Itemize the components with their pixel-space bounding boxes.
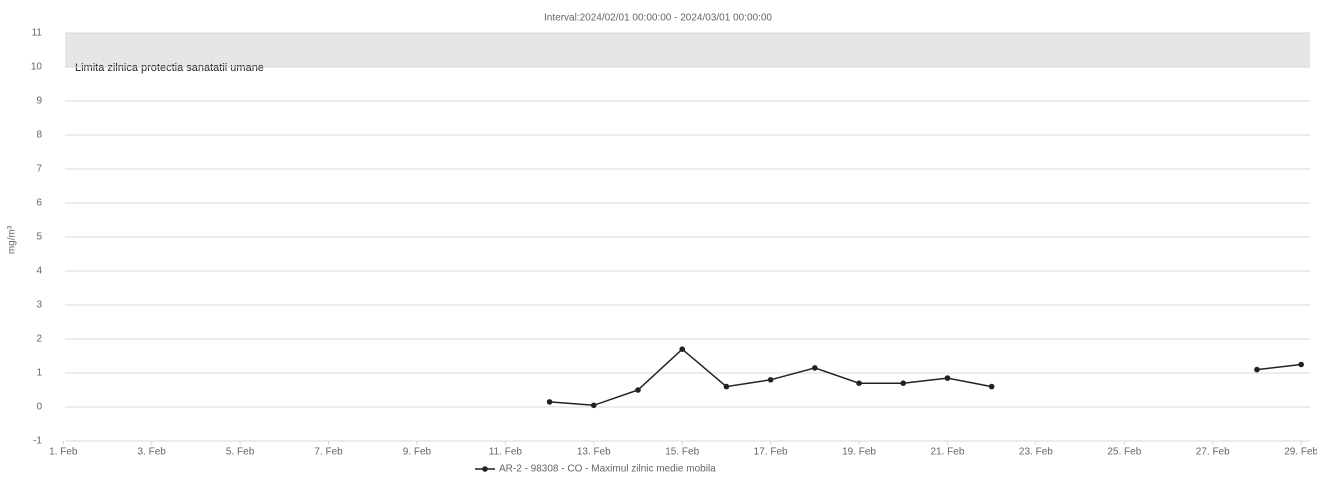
y-tick-label: 10 [31, 62, 43, 73]
chart-title: Interval:2024/02/01 00:00:00 - 2024/03/0… [544, 13, 772, 24]
y-tick-label: 5 [36, 232, 42, 243]
y-tick-label: 4 [36, 266, 42, 277]
x-tick-label: 7. Feb [314, 447, 343, 458]
legend-marker [482, 466, 488, 472]
plot-band [65, 33, 1310, 67]
x-tick-label: 29. Feb [1284, 447, 1317, 458]
y-tick-label: 0 [36, 402, 42, 413]
x-tick-label: 25. Feb [1107, 447, 1141, 458]
x-tick-label: 15. Feb [665, 447, 699, 458]
y-tick-label: 7 [36, 164, 42, 175]
x-tick-label: 1. Feb [49, 447, 78, 458]
y-tick-label: 1 [36, 368, 42, 379]
x-tick-label: 21. Feb [931, 447, 965, 458]
data-point [679, 346, 686, 353]
x-tick-label: 13. Feb [577, 447, 611, 458]
x-tick-label: 9. Feb [403, 447, 432, 458]
x-tick-label: 11. Feb [489, 447, 523, 458]
data-point [723, 383, 730, 390]
plot-band-label: Limita zilnica protectia sanatatii umane [75, 62, 264, 74]
data-point [944, 375, 951, 381]
data-point [635, 387, 641, 393]
y-axis-label: mg/m³ [7, 225, 18, 254]
series-line [549, 348, 1302, 407]
x-tick-label: 27. Feb [1196, 447, 1230, 458]
y-tick-label: 6 [36, 198, 42, 209]
legend-label: AR-2 - 98308 - CO - Maximul zilnic medie… [499, 464, 716, 475]
x-tick-label: 17. Feb [754, 447, 788, 458]
y-tick-label: 11 [32, 28, 43, 39]
data-point [988, 383, 995, 390]
data-point [546, 399, 553, 405]
data-point [812, 365, 818, 371]
data-point [900, 380, 907, 387]
y-tick-label: -1 [33, 436, 42, 447]
data-point [767, 377, 774, 383]
y-tick-label: 2 [36, 334, 42, 345]
y-tick-label: 8 [36, 130, 42, 141]
data-point [590, 402, 597, 409]
x-tick-label: 5. Feb [226, 447, 255, 458]
x-tick-label: 19. Feb [842, 447, 876, 458]
data-point [1298, 361, 1304, 368]
y-tick-label: 9 [36, 96, 42, 107]
data-point [1254, 366, 1260, 373]
x-tick-label: 3. Feb [138, 447, 167, 458]
data-point [856, 380, 862, 387]
y-tick-label: 3 [36, 300, 42, 311]
x-tick-label: 23. Feb [1019, 447, 1053, 458]
